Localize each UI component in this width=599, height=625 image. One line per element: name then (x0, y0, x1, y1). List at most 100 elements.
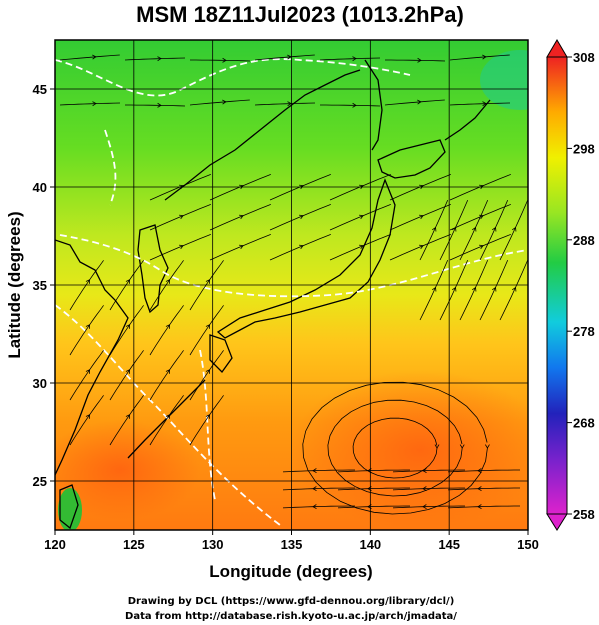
wind-arrow (482, 54, 487, 60)
wind-arrow (477, 468, 482, 473)
wind-arrow (352, 56, 357, 62)
warm-region (55, 420, 200, 520)
streamline (124, 57, 186, 61)
wind-arrow (419, 244, 424, 250)
x-tick-label: 145 (438, 537, 460, 552)
streamline (109, 395, 144, 446)
wind-arrow (299, 244, 304, 250)
streamline (109, 305, 144, 356)
cool-region (480, 50, 528, 110)
wind-arrow (85, 279, 91, 284)
wind-arrow (479, 184, 484, 190)
wind-arrow (205, 414, 211, 419)
wind-arrow (479, 214, 484, 220)
streamline (392, 469, 465, 473)
streamline (499, 259, 528, 321)
wind-arrow (484, 444, 490, 449)
coastline-sakhalin (364, 59, 383, 151)
y-tick-label: 35 (33, 278, 47, 293)
wind-arrow (85, 414, 91, 419)
streamline (149, 395, 184, 446)
streamline (69, 305, 104, 356)
wind-arrow (422, 504, 427, 509)
x-axis-label: Longitude (degrees) (209, 562, 372, 581)
wind-arrow (287, 101, 292, 107)
contour-line (55, 304, 281, 526)
wind-arrow (287, 54, 292, 60)
wind-arrow (511, 286, 517, 292)
wind-arrow (299, 214, 304, 220)
streamline (499, 199, 528, 261)
wind-arrow (431, 286, 437, 292)
colorbar: 308 298 288 278 268 258 (546, 39, 595, 531)
y-tick-label: 40 (33, 180, 47, 195)
wind-arrow (179, 214, 184, 220)
streamline (479, 199, 509, 261)
wind-arrow (299, 184, 304, 190)
y-tick-label: 45 (33, 82, 47, 97)
wind-arrow (451, 286, 457, 292)
y-axis-label: Latitude (degrees) (5, 211, 24, 358)
wind-arrow (477, 486, 482, 491)
wind-arrow (125, 414, 131, 419)
streamline (59, 54, 120, 61)
streamline (392, 487, 465, 491)
x-tick-label: 150 (517, 537, 539, 552)
wind-arrow (125, 369, 131, 374)
map-title: MSM 18Z11Jul2023 (1013.2hPa) (136, 2, 464, 27)
colorbar-tick-label: 298 (573, 141, 595, 156)
warm-region (290, 370, 528, 530)
colorbar-bottom-cap (546, 513, 568, 531)
wind-arrow (205, 279, 211, 284)
coastline-korea (137, 224, 169, 314)
streamline (269, 204, 331, 231)
colorbar-top-cap (546, 39, 568, 58)
coastline-taiwan (59, 484, 79, 530)
streamline (479, 259, 509, 321)
temperature-contours (55, 58, 528, 526)
wind-arrow (359, 214, 364, 220)
wind-arrow (491, 286, 497, 292)
wind-arrow (157, 102, 162, 108)
wind-arrow (511, 226, 517, 232)
streamline (449, 54, 510, 61)
plot-area (55, 40, 528, 530)
streamline (447, 487, 520, 491)
contour-line (104, 129, 117, 206)
x-tick-label: 125 (123, 537, 145, 552)
wind-arrow (419, 184, 424, 190)
streamline (392, 505, 465, 509)
wind-arrow (165, 369, 171, 374)
coastline-ryukyu (127, 379, 206, 459)
streamline (419, 259, 449, 321)
y-axis: 25 30 35 40 45 (33, 82, 55, 489)
wind-arrow (471, 226, 477, 232)
wind-arrow (165, 324, 171, 329)
wind-arrow (125, 279, 131, 284)
streamline (337, 505, 410, 509)
wind-arrow (431, 226, 437, 232)
x-tick-label: 120 (44, 537, 66, 552)
wind-arrow (482, 101, 487, 107)
streamline (459, 259, 489, 321)
wind-arrow (239, 184, 244, 190)
streamline (189, 99, 250, 106)
wind-arrow (125, 324, 131, 329)
wind-arrow (165, 414, 171, 419)
streamline (69, 350, 104, 401)
streamline (337, 487, 410, 491)
streamline (189, 350, 224, 401)
streamline (149, 350, 184, 401)
wind-arrow (239, 244, 244, 250)
contour-line (55, 58, 411, 97)
streamline (329, 204, 391, 231)
coastline-russia (164, 69, 361, 201)
streamline (209, 234, 271, 261)
streamline (282, 505, 355, 509)
wind-arrow (92, 101, 97, 107)
wind-arrow (312, 486, 317, 491)
streamline (352, 417, 438, 479)
wind-arrow (312, 504, 317, 509)
streamline (447, 469, 520, 473)
